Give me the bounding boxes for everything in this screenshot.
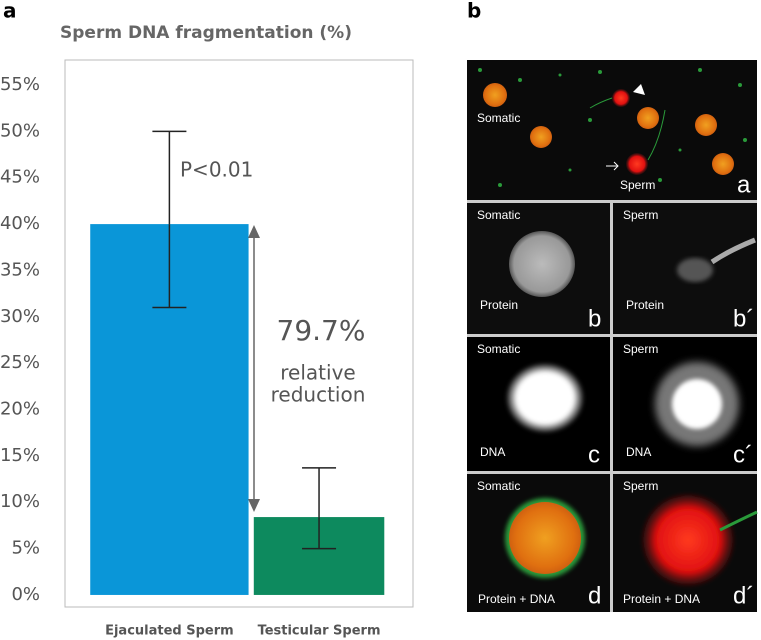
micrograph-panel: Somatic Sperm a Somatic Protein b Sperm … [467,60,758,612]
annotation: reduction [271,383,366,407]
error-bar-upper [152,130,187,225]
micrograph-letter: c´ [733,441,753,468]
micrograph-letter: b´ [733,305,754,332]
chart-title: Sperm DNA fragmentation (%) [60,23,352,43]
y-tick-label: 5% [11,538,40,559]
tail [589,97,613,109]
sperm [672,379,722,429]
x-tick-label: Ejaculated Sperm [105,624,234,639]
dots [478,68,747,187]
y-tick-label: 35% [0,259,40,280]
micrograph-label: Somatic [477,208,520,222]
error-bar-upper [302,467,337,518]
panel-label: a [3,0,17,23]
sperm [642,494,734,586]
cell [695,114,717,136]
micrograph-label: Somatic [477,479,520,493]
y-tick-label: 40% [0,213,40,234]
cell [712,153,734,175]
error-bar-lower [302,517,337,550]
y-tick-label: 25% [0,352,40,373]
cell [637,107,659,129]
y-tick-label: 50% [0,120,40,141]
cell [507,364,583,432]
sperm [677,258,713,282]
micrograph-letter: d´ [733,582,754,609]
y-tick-label: 30% [0,306,40,327]
micrograph-label: Somatic [477,342,520,356]
micrograph-label: Protein + DNA [623,592,700,606]
cell [509,502,581,574]
micrograph-label: Somatic [477,111,520,125]
micrograph-label: Sperm [623,208,658,222]
cell [483,83,507,107]
arrowhead-marker [633,84,645,95]
micrograph-label: Sperm [620,178,655,192]
micrograph-label: Sperm [623,479,658,493]
plot-frame [64,59,414,608]
x-tick-label: Testicular Sperm [258,624,381,639]
y-tick-label: 10% [0,491,40,512]
micrograph-label: DNA [480,445,505,459]
annotation: P<0.01 [180,158,253,182]
annotation: 79.7% [277,314,366,347]
tail [647,109,666,161]
y-tick-label: 15% [0,445,40,466]
micrograph-label: Sperm [623,342,658,356]
sperm [612,89,630,107]
micrograph-letter: a [737,171,751,198]
micrograph-letter: c [588,441,600,468]
micrograph-letter: b [588,305,601,332]
y-tick-label: 55% [0,74,40,95]
y-tick-label: 20% [0,399,40,420]
micrograph-label: Protein [480,298,518,312]
tail [710,237,756,265]
cell [530,126,552,148]
y-tick-label: 45% [0,167,40,188]
tail [719,510,758,532]
y-tick-label: 0% [11,584,40,605]
micrograph-letter: d [588,582,601,609]
cell [509,231,575,297]
micrograph-label: Protein + DNA [478,592,555,606]
annotation: relative [280,361,355,385]
sperm [626,153,648,175]
micrograph-label: Protein [626,298,664,312]
panel-label: b [467,0,481,23]
error-bar-lower [152,224,187,309]
micrograph-label: DNA [626,445,651,459]
arrow-marker [606,161,619,171]
